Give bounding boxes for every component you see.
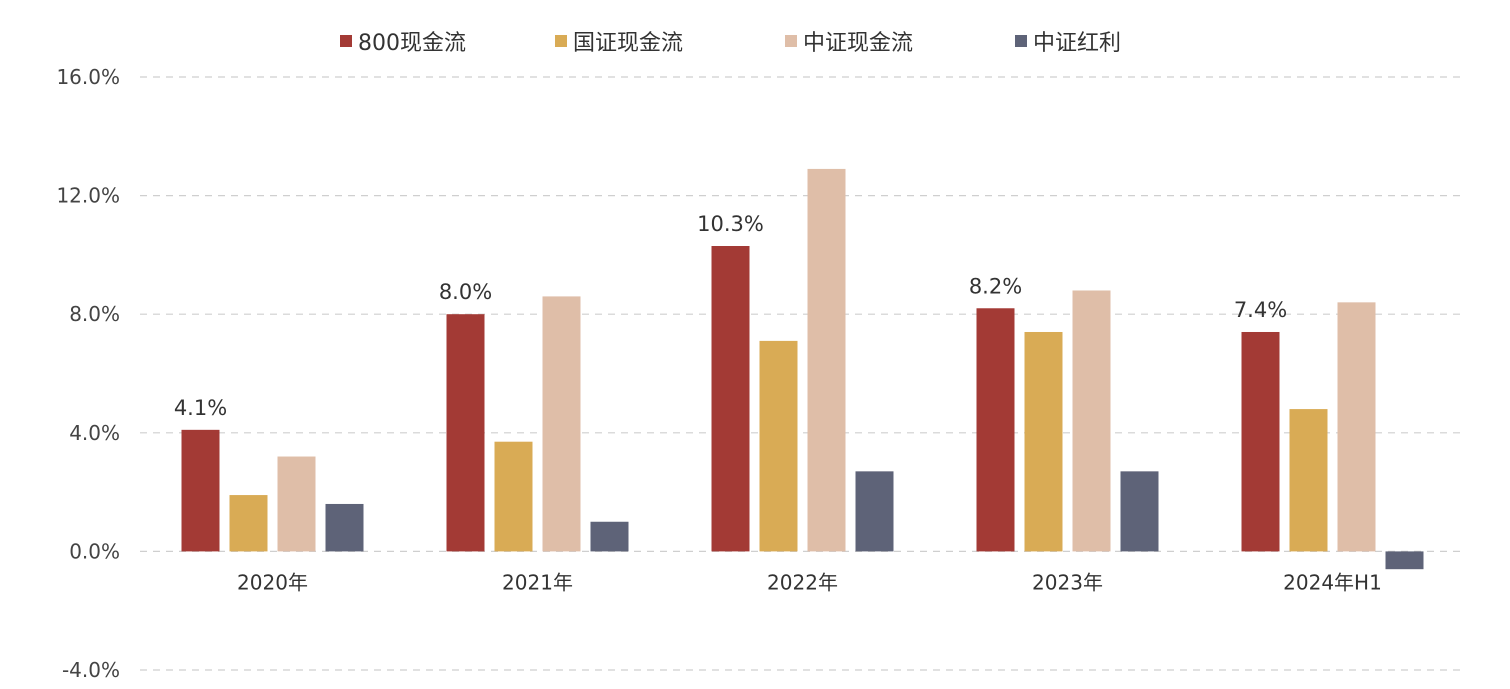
bar	[542, 296, 581, 552]
bar	[1241, 331, 1280, 552]
bar	[759, 340, 798, 552]
legend-label: 中证红利	[1033, 31, 1121, 56]
data-label: 4.1%	[174, 396, 227, 420]
category-label: 2022年	[767, 570, 838, 594]
bar	[446, 314, 485, 552]
y-tick-label: 16.0%	[56, 65, 120, 89]
data-label: 10.3%	[697, 212, 764, 236]
legend-swatch	[1015, 35, 1027, 47]
y-tick-label: 12.0%	[56, 184, 120, 208]
legend-label: 800现金流	[358, 31, 466, 56]
bar	[277, 456, 316, 552]
bar	[1024, 331, 1063, 552]
bar	[494, 441, 533, 552]
y-tick-label: 0.0%	[69, 539, 120, 563]
bar	[1385, 551, 1424, 570]
bar	[181, 429, 220, 552]
data-label: 8.2%	[969, 274, 1022, 298]
category-labels: 2020年 2021年 2022年 2023年 2024年H1	[237, 570, 1382, 594]
legend: 800现金流 国证现金流 中证现金流 中证红利	[340, 31, 1121, 56]
bar	[1072, 290, 1111, 552]
bar	[807, 168, 846, 552]
bar	[1289, 409, 1328, 552]
data-labels: 4.1% 8.0% 10.3% 8.2% 7.4%	[174, 212, 1287, 420]
bar	[976, 308, 1015, 552]
bar	[1120, 471, 1159, 552]
category-label: 2024年H1	[1283, 570, 1382, 594]
bar	[229, 495, 268, 552]
bar	[711, 246, 750, 552]
bars	[181, 168, 1424, 570]
y-tick-label: 4.0%	[69, 421, 120, 445]
bar	[1337, 302, 1376, 552]
bar	[590, 521, 629, 552]
legend-label: 国证现金流	[573, 31, 683, 56]
legend-label: 中证现金流	[803, 31, 913, 56]
legend-swatch	[555, 35, 567, 47]
y-tick-label: 8.0%	[69, 302, 120, 326]
data-label: 8.0%	[439, 280, 492, 304]
legend-swatch	[785, 35, 797, 47]
category-label: 2023年	[1032, 570, 1103, 594]
legend-swatch	[340, 35, 352, 47]
y-axis-ticks: 16.0% 12.0% 8.0% 4.0% 0.0% -4.0%	[56, 65, 120, 682]
category-label: 2021年	[502, 570, 573, 594]
category-label: 2020年	[237, 570, 308, 594]
bar	[325, 503, 364, 552]
y-tick-label: -4.0%	[62, 658, 120, 682]
bar	[855, 471, 894, 552]
data-label: 7.4%	[1234, 298, 1287, 322]
